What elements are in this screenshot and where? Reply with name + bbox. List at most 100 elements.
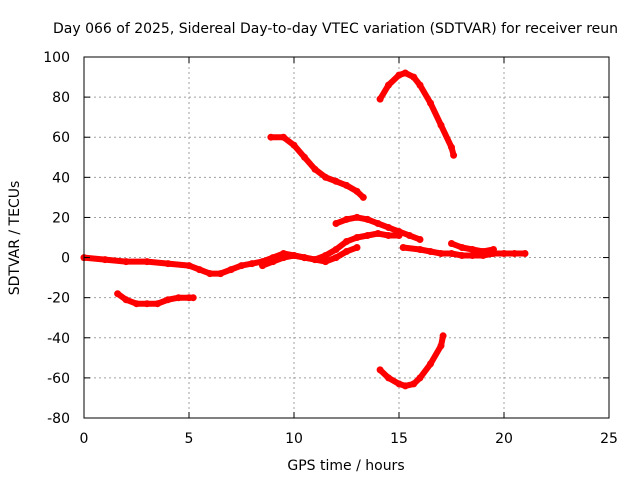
data-point — [448, 250, 455, 257]
series-group — [80, 69, 529, 390]
data-point — [332, 177, 340, 185]
data-point — [469, 246, 476, 253]
data-point — [376, 95, 384, 103]
y-tick-label: 40 — [52, 170, 70, 186]
data-point — [427, 99, 434, 107]
data-point — [343, 238, 350, 245]
x-tick-label: 20 — [495, 431, 513, 447]
data-point — [374, 230, 382, 237]
series-sat-h — [448, 240, 497, 255]
data-point — [185, 262, 193, 270]
series-line — [267, 134, 367, 201]
data-point — [521, 250, 529, 257]
data-point — [401, 69, 409, 77]
x-tick-label: 0 — [80, 431, 89, 447]
data-point — [353, 187, 361, 195]
data-point — [399, 244, 407, 251]
data-point — [410, 380, 418, 388]
data-point — [322, 258, 329, 266]
y-tick-label: -40 — [47, 331, 70, 347]
y-tick-label: 100 — [43, 50, 70, 66]
data-point — [175, 294, 182, 302]
data-point — [143, 258, 151, 266]
data-point — [311, 256, 319, 264]
data-point — [500, 250, 508, 257]
series-sat-c — [114, 290, 197, 308]
data-point — [427, 360, 434, 368]
data-point — [322, 173, 329, 181]
data-point — [122, 258, 130, 266]
data-point — [332, 246, 340, 253]
data-point — [196, 266, 203, 274]
series-line — [377, 70, 457, 159]
x-axis-label: GPS time / hours — [287, 458, 404, 474]
chart-title: Day 066 of 2025, Sidereal Day-to-day VTE… — [53, 21, 618, 37]
series-sat-i — [376, 332, 447, 390]
data-point — [122, 296, 130, 304]
data-point — [353, 234, 361, 241]
ticks: 0 5 10 15 20 25 -80 -60 -40 -20 0 20 40 60 80 100 — [43, 50, 618, 447]
data-point — [437, 250, 445, 257]
y-tick-label: 60 — [52, 130, 70, 146]
x-tick-label: 15 — [390, 431, 408, 447]
series-sat-g — [399, 244, 529, 259]
data-point — [376, 366, 384, 374]
data-point — [343, 215, 350, 223]
data-point — [101, 256, 109, 264]
data-point — [353, 213, 361, 221]
data-point — [385, 81, 392, 89]
data-point — [353, 244, 361, 251]
y-tick-label: -80 — [47, 411, 70, 427]
data-point — [280, 133, 287, 141]
data-point — [416, 246, 424, 253]
x-tick-label: 10 — [285, 431, 303, 447]
data-point — [437, 342, 445, 350]
data-point — [359, 193, 367, 201]
data-point — [458, 244, 466, 251]
data-point — [322, 252, 329, 259]
data-point — [311, 165, 319, 173]
data-point — [227, 266, 235, 274]
data-point — [401, 382, 409, 390]
data-point — [154, 300, 161, 308]
data-point — [416, 374, 424, 382]
data-point — [511, 250, 518, 257]
data-point — [385, 374, 392, 382]
data-point — [479, 248, 487, 255]
grid — [84, 57, 609, 418]
data-point — [343, 248, 350, 255]
data-point — [364, 232, 371, 239]
data-point — [248, 260, 256, 268]
series-sat-b — [259, 244, 361, 270]
data-point — [206, 270, 214, 278]
data-point — [332, 220, 340, 227]
data-point — [290, 252, 298, 259]
data-point — [343, 181, 350, 189]
data-point — [238, 262, 245, 270]
data-point — [410, 73, 418, 81]
data-point — [267, 133, 275, 141]
data-point — [374, 220, 382, 227]
data-point — [416, 81, 424, 89]
y-tick-label: 80 — [52, 90, 70, 106]
data-point — [189, 294, 197, 302]
y-axis-label: SDTVAR / TECUs — [7, 181, 23, 296]
data-point — [448, 240, 455, 247]
y-tick-label: 0 — [61, 251, 70, 267]
data-point — [290, 141, 298, 149]
data-point — [301, 153, 308, 161]
data-point — [269, 258, 277, 266]
x-tick-label: 25 — [600, 431, 618, 447]
data-point — [164, 296, 172, 304]
x-tick-label: 5 — [185, 431, 194, 447]
data-point — [332, 254, 340, 262]
series-sat-e — [376, 69, 458, 159]
data-point — [114, 290, 122, 298]
data-point — [416, 236, 424, 243]
series-sat-a — [80, 230, 403, 278]
data-point — [259, 262, 266, 270]
data-point — [364, 215, 371, 223]
data-point — [490, 246, 497, 253]
data-point — [427, 248, 434, 255]
